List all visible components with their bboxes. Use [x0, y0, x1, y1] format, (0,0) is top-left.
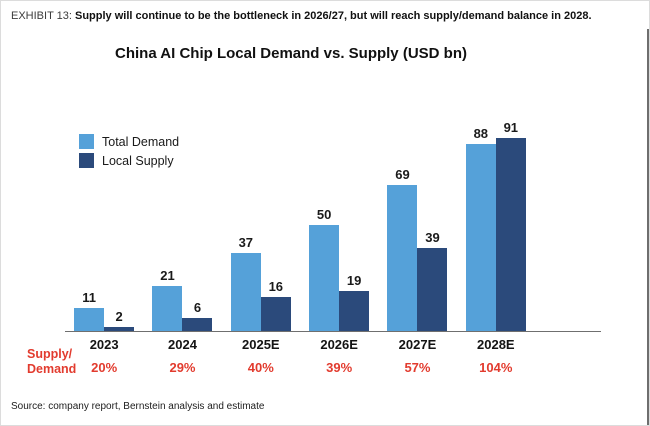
bar-group-2028e: 88 91 — [457, 101, 535, 331]
local-supply-bar-2023: 2 — [104, 309, 135, 331]
total-demand-bar-2028e: 88 — [465, 126, 496, 331]
x-axis-label-2028e: 2028E — [477, 337, 515, 352]
total-demand-bar-2024: 21 — [152, 268, 183, 331]
ratio-value-2028e: 104% — [479, 360, 513, 375]
image-right-edge-divider — [647, 29, 649, 425]
local-supply-bar-2026e: 19 — [339, 273, 370, 331]
bar-group-2026e: 50 19 — [300, 101, 378, 331]
supply-demand-label-line1: Supply/ — [27, 347, 73, 361]
bar-value-label: 19 — [346, 273, 362, 288]
bar-value-label: 69 — [395, 167, 410, 182]
local-supply-bar-2027e: 39 — [417, 230, 448, 331]
legend-label: Local Supply — [102, 153, 174, 168]
bar-group-2023: 11 2 — [65, 101, 143, 331]
bar-value-label: 21 — [160, 268, 175, 283]
exhibit-number-label: EXHIBIT 13: — [11, 10, 72, 22]
bar-value-label: 50 — [316, 207, 332, 222]
bar-group-2027e: 69 39 — [378, 101, 456, 331]
bar-value-label: 16 — [268, 279, 284, 294]
chart-legend: Total Demand Local Supply — [79, 134, 179, 172]
x-axis-label-2027e: 2027E — [398, 337, 437, 352]
ratio-value-2023: 20% — [91, 360, 118, 375]
bar-group-2024: 21 6 — [143, 101, 221, 331]
ratio-value-2024: 29% — [169, 360, 196, 375]
bar-value-label: 11 — [82, 290, 97, 305]
bar-value-label: 37 — [238, 235, 254, 250]
bar-value-label: 88 — [473, 126, 489, 141]
total-demand-bar-2026e: 50 — [309, 207, 340, 331]
ratio-value-2027e: 57% — [404, 360, 431, 375]
x-axis-label-2023: 2023 — [89, 337, 119, 352]
bar-value-label: 39 — [425, 230, 440, 245]
legend-label: Total Demand — [102, 134, 180, 149]
total-demand-swatch — [79, 134, 94, 149]
source-note: Source: company report, Bernstein analys… — [11, 401, 265, 412]
supply-demand-ratio-label: Supply/ Demand — [27, 347, 76, 377]
ratio-value-2025e: 40% — [247, 360, 274, 375]
local-supply-swatch — [79, 153, 94, 168]
legend-item-local-supply: Local Supply — [79, 153, 179, 168]
exhibit-header: EXHIBIT 13: Supply will continue to be t… — [11, 9, 635, 23]
x-axis-label-2025e: 2025E — [242, 337, 280, 352]
legend-item-total-demand: Total Demand — [79, 134, 179, 149]
x-axis-labels: 2023 2024 2025E 2026E 2027E 2028E — [65, 337, 535, 352]
bar-value-label: 6 — [193, 300, 202, 315]
chart-title: China AI Chip Local Demand vs. Supply (U… — [115, 45, 467, 62]
total-demand-bar-2023: 11 — [74, 290, 105, 331]
local-supply-bar-2028e: 91 — [495, 120, 526, 331]
bar-value-label: 91 — [503, 120, 519, 135]
local-supply-bar-2025e: 16 — [260, 279, 291, 331]
x-axis-label-2024: 2024 — [168, 337, 197, 352]
bar-value-label: 2 — [115, 309, 123, 324]
ratio-value-2026e: 39% — [326, 360, 353, 375]
bar-groups: 11 2 21 6 37 16 50 19 69 39 88 91 — [65, 101, 535, 331]
exhibit-headline: Supply will continue to be the bottlenec… — [75, 10, 592, 22]
total-demand-bar-2025e: 37 — [230, 235, 261, 331]
total-demand-bar-2027e: 69 — [387, 167, 418, 331]
bar-group-2025e: 37 16 — [222, 101, 300, 331]
local-supply-bar-2024: 6 — [182, 300, 213, 331]
x-axis-label-2026e: 2026E — [320, 337, 358, 352]
bar-chart-plot-area: Total Demand Local Supply 11 2 21 6 37 16 50 19 6… — [65, 101, 601, 332]
supply-demand-ratio-values: 20% 29% 40% 39% 57% 104% — [65, 360, 535, 375]
supply-demand-label-line2: Demand — [27, 362, 77, 376]
